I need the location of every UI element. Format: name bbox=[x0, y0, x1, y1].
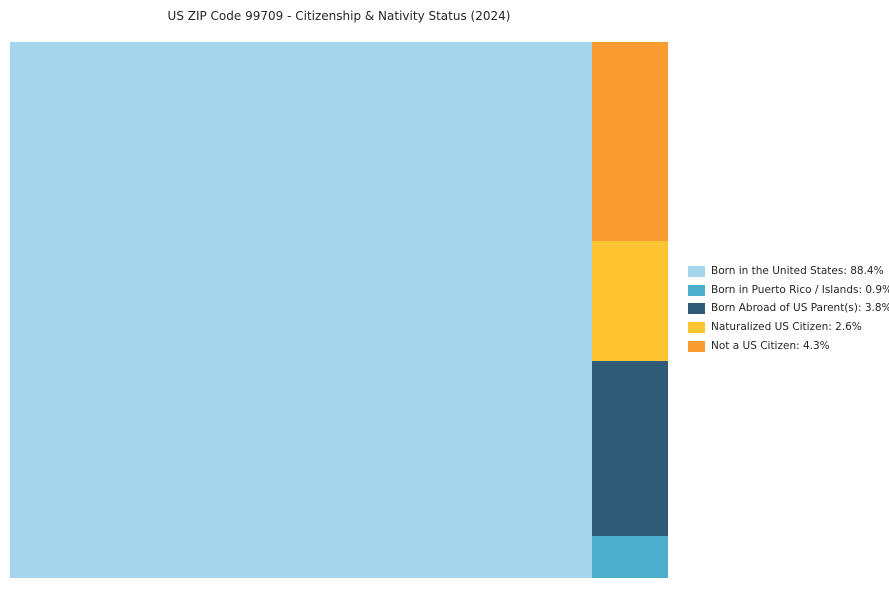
legend-item-born-in-the-united-states: Born in the United States: 88.4% bbox=[688, 262, 889, 281]
legend-swatch-born-abroad-of-us-parent-s bbox=[688, 303, 705, 315]
chart-title: US ZIP Code 99709 - Citizenship & Nativi… bbox=[167, 9, 511, 23]
treemap-tile-born-in-puerto-rico-islands bbox=[591, 536, 668, 578]
treemap-tile-born-in-the-united-states bbox=[10, 42, 592, 578]
legend-label: Born in the United States: 88.4% bbox=[711, 264, 884, 277]
legend-item-born-in-puerto-rico-islands: Born in Puerto Rico / Islands: 0.9% bbox=[688, 281, 889, 300]
legend-swatch-born-in-puerto-rico-islands bbox=[688, 284, 705, 296]
treemap-tile-born-abroad-of-us-parent-s bbox=[591, 360, 668, 537]
legend-swatch-born-in-the-united-states bbox=[688, 265, 705, 277]
treemap-tile-not-a-us-citizen bbox=[591, 42, 668, 241]
legend-item-born-abroad-of-us-parent-s: Born Abroad of US Parent(s): 3.8% bbox=[688, 299, 889, 318]
legend-label: Born in Puerto Rico / Islands: 0.9% bbox=[711, 283, 889, 296]
treemap bbox=[10, 42, 668, 578]
legend-item-not-a-us-citizen: Not a US Citizen: 4.3% bbox=[688, 337, 889, 356]
legend: Born in the United States: 88.4% Born in … bbox=[688, 262, 889, 355]
legend-label: Naturalized US Citizen: 2.6% bbox=[711, 320, 862, 333]
legend-label: Not a US Citizen: 4.3% bbox=[711, 339, 830, 352]
legend-swatch-not-a-us-citizen bbox=[688, 340, 705, 352]
legend-swatch-naturalized-us-citizen bbox=[688, 321, 705, 333]
legend-label: Born Abroad of US Parent(s): 3.8% bbox=[711, 302, 889, 315]
treemap-tile-naturalized-us-citizen bbox=[591, 240, 668, 361]
legend-item-naturalized-us-citizen: Naturalized US Citizen: 2.6% bbox=[688, 318, 889, 337]
